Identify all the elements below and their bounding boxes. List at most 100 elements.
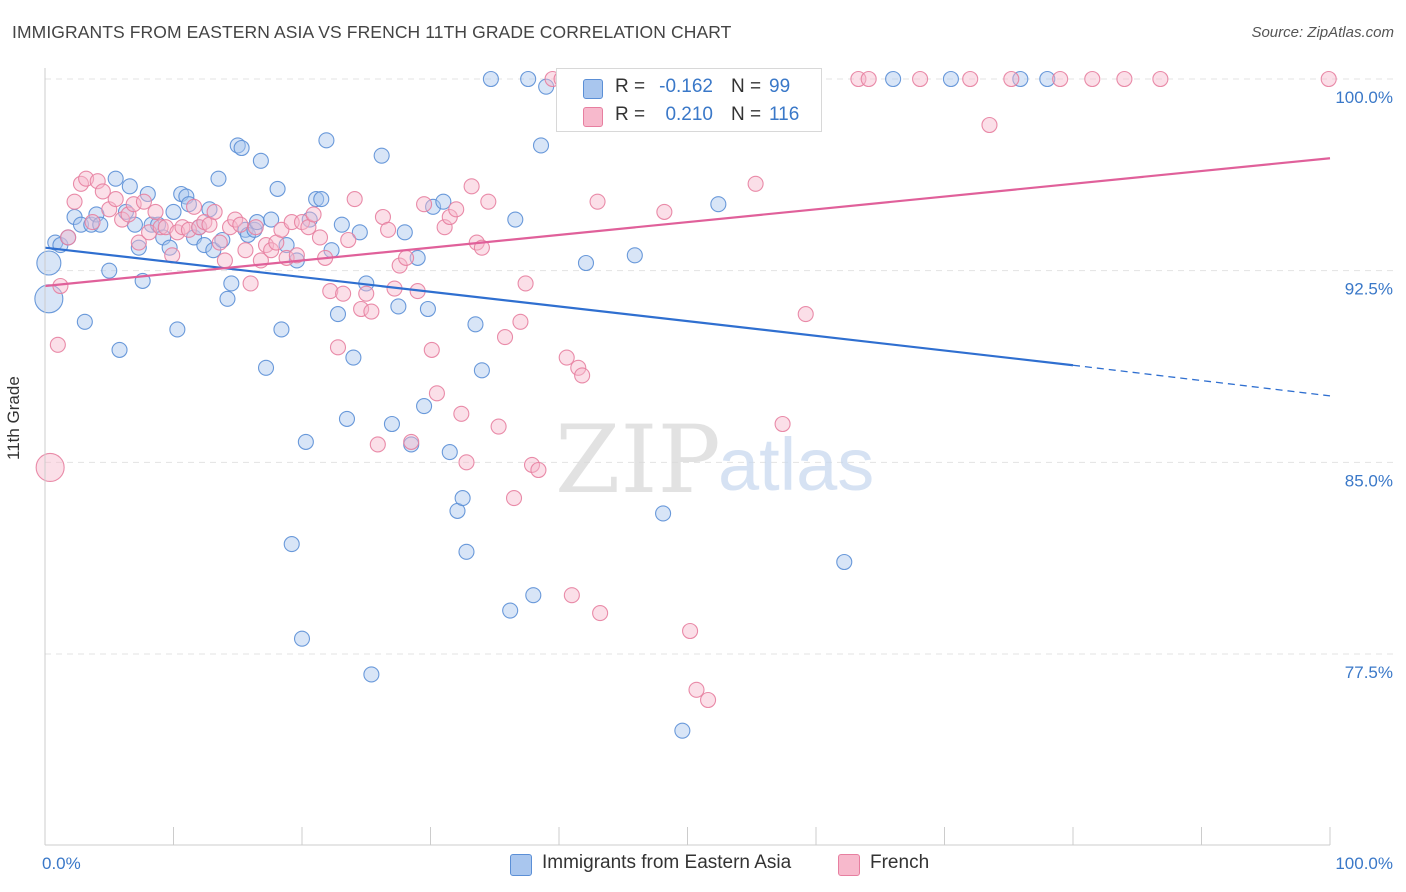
- french-point: [329, 339, 347, 356]
- eastern-asia-point: [1012, 70, 1029, 88]
- legend-r-label: R =: [615, 104, 646, 125]
- eastern-asia-point: [942, 70, 959, 88]
- french-point: [35, 452, 65, 482]
- eastern-asia-point: [363, 666, 380, 683]
- series-swatch-pink: [838, 854, 860, 876]
- french-point: [125, 196, 142, 213]
- watermark-zip: ZIP: [555, 406, 721, 515]
- eastern-asia-point: [273, 321, 290, 338]
- eastern-asia-point: [293, 630, 311, 647]
- french-point: [237, 242, 254, 259]
- french-point: [152, 219, 169, 236]
- french-point: [305, 206, 322, 223]
- french-point: [335, 285, 352, 302]
- eastern-asia-point: [655, 505, 672, 522]
- french-point: [463, 178, 480, 195]
- french-point: [700, 691, 717, 709]
- eastern-asia-point: [83, 216, 100, 233]
- eastern-asia-point: [297, 433, 314, 450]
- eastern-asia-point: [130, 239, 147, 256]
- french-point: [216, 252, 233, 269]
- french-point: [363, 303, 380, 320]
- trend-lines: [44, 157, 1331, 397]
- french-point: [247, 219, 264, 236]
- french-point: [1052, 70, 1069, 88]
- french-point: [436, 219, 453, 236]
- eastern-asia-point: [36, 250, 62, 276]
- french-point: [135, 193, 152, 210]
- french-trend-line: [44, 157, 1331, 288]
- eastern-asia-point: [139, 185, 156, 203]
- eastern-asia-point: [626, 247, 643, 264]
- eastern-asia-point: [458, 543, 475, 560]
- french-point: [416, 196, 433, 213]
- eastern-asia-point: [454, 490, 471, 507]
- eastern-asia-point: [577, 254, 595, 272]
- french-point: [458, 454, 475, 471]
- french-point: [84, 214, 101, 231]
- french-point: [89, 173, 106, 190]
- french-point: [688, 681, 705, 698]
- series-legend-label: French: [870, 852, 930, 873]
- french-point: [1152, 70, 1169, 88]
- legend-n-label: N =: [731, 76, 762, 97]
- correlation-legend: R = -0.162 N = 99 R = 0.210 N = 116: [556, 68, 822, 132]
- french-point: [512, 313, 529, 330]
- eastern-asia-point: [329, 306, 347, 323]
- french-point: [747, 175, 764, 192]
- french-point: [523, 456, 541, 473]
- x-tick-label: 0.0%: [42, 854, 81, 873]
- eastern-asia-point: [196, 237, 213, 254]
- legend-r-label: R =: [615, 76, 646, 97]
- eastern-asia-point: [435, 193, 452, 210]
- french-point: [60, 229, 77, 246]
- eastern-asia-point: [219, 290, 236, 307]
- legend-r-value: -0.162: [659, 76, 713, 97]
- french-point: [49, 336, 66, 353]
- eastern-asia-trend-extension: [1072, 364, 1331, 397]
- eastern-asia-point: [257, 359, 275, 376]
- eastern-asia-point: [674, 722, 691, 739]
- french-point: [346, 191, 363, 208]
- eastern-asia-point: [409, 249, 426, 266]
- chart-title: IMMIGRANTS FROM EASTERN ASIA VS FRENCH 1…: [12, 22, 732, 42]
- legend-swatch-pink: [583, 107, 603, 127]
- french-point: [174, 219, 191, 236]
- legend-swatch-blue: [583, 79, 603, 99]
- french-point: [232, 216, 249, 233]
- french-point: [496, 329, 514, 346]
- watermark: ZIP atlas: [555, 406, 874, 515]
- french-point: [403, 433, 420, 450]
- french-point: [94, 183, 111, 200]
- eastern-asia-point: [269, 180, 286, 197]
- french-point: [563, 587, 580, 604]
- french-point: [570, 359, 587, 376]
- french-point: [180, 221, 197, 238]
- french-point: [398, 249, 415, 266]
- legend-row-french: R = 0.210 N = 116: [557, 100, 821, 130]
- french-point: [66, 193, 83, 210]
- eastern-asia-point: [390, 298, 407, 315]
- french-point: [480, 193, 497, 210]
- eastern-asia-point: [441, 444, 458, 461]
- eastern-asia-point: [532, 137, 550, 154]
- eastern-asia-point: [507, 211, 524, 228]
- french-point: [288, 247, 305, 264]
- eastern-asia-point: [214, 231, 231, 249]
- eastern-asia-point: [482, 70, 499, 88]
- eastern-asia-point: [373, 147, 390, 164]
- eastern-asia-point: [338, 410, 356, 427]
- french-point: [797, 306, 814, 323]
- french-point: [380, 221, 397, 238]
- axes: 77.5% 85.0% 92.5% 100.0% 0.0% 100.0%: [42, 68, 1393, 873]
- french-point: [558, 349, 575, 366]
- eastern-asia-point: [885, 70, 902, 88]
- eastern-asia-point: [318, 132, 335, 149]
- y-tick-label: 77.5%: [1345, 663, 1393, 682]
- eastern-asia-point: [121, 178, 138, 195]
- french-point: [107, 191, 124, 208]
- french-point: [186, 198, 203, 215]
- french-point: [311, 229, 329, 246]
- eastern-asia-point: [101, 262, 118, 279]
- french-point: [120, 206, 137, 223]
